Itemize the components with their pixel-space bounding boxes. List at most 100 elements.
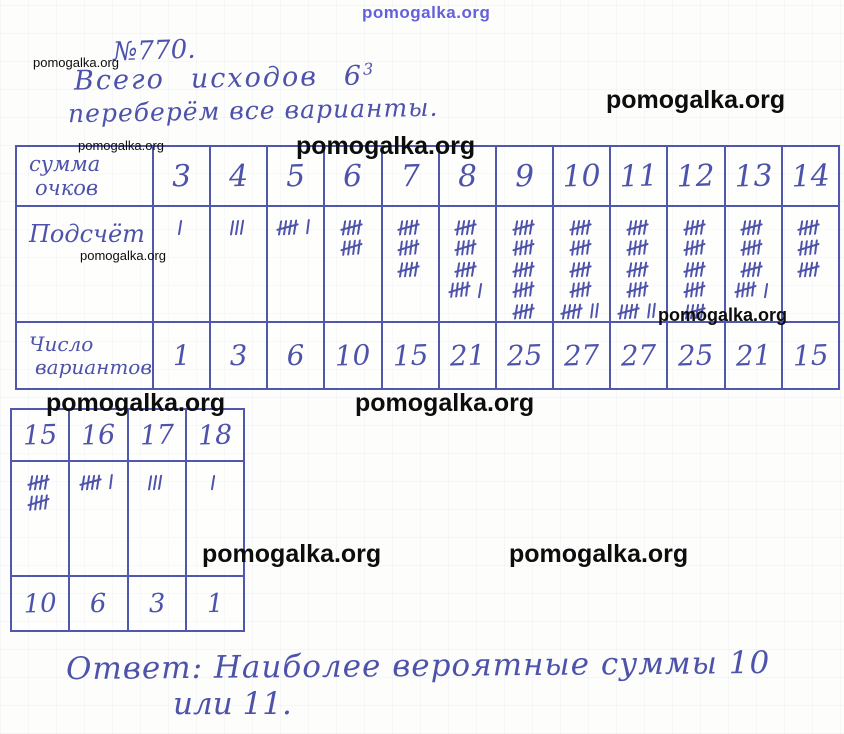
count-cell: 6 — [266, 321, 326, 390]
tally-group — [763, 282, 770, 299]
answer-line2: или 11. — [173, 686, 292, 722]
tally-group — [342, 239, 363, 256]
tally-group — [341, 219, 364, 236]
tally-marks — [155, 208, 208, 320]
count-cell: 27 — [551, 321, 612, 390]
count-cell: 10 — [10, 575, 71, 632]
tally-cell — [437, 205, 497, 323]
tally-cell — [209, 205, 269, 323]
tally-group — [306, 218, 313, 235]
label-counts-line2: вариантов — [35, 354, 152, 379]
watermark-small-2: pomogalka.org — [78, 138, 164, 153]
tally-group — [230, 219, 247, 236]
tally-group — [618, 303, 641, 320]
tally-cell — [9, 460, 71, 577]
tally-group — [108, 473, 115, 490]
watermark-large-4: pomogalka.org — [355, 389, 535, 417]
tally-group — [456, 219, 478, 236]
tally-group — [211, 474, 218, 491]
answer-line1: Ответ: Наиболее вероятные суммы 10 — [65, 644, 771, 688]
count-cell: 25 — [666, 321, 726, 390]
count-cell: 6 — [68, 575, 129, 632]
tally-group — [449, 281, 471, 298]
watermark-large-6: pomogalka.org — [509, 540, 689, 568]
count-cell: 21 — [437, 321, 498, 390]
label-sums-line1: сумма — [29, 151, 101, 176]
count-cell: 3 — [126, 575, 187, 632]
tally-cell — [266, 205, 326, 323]
tally-group — [456, 261, 478, 278]
heading-exponent: 3 — [362, 59, 376, 79]
row-label-tally: Подсчёт — [15, 205, 154, 323]
tally-group — [799, 239, 821, 256]
tally-group — [513, 261, 535, 278]
tally-group — [684, 219, 707, 236]
sums-table-continuation: 15 16 17 18 10 6 3 1 — [9, 407, 246, 632]
sum-cell: 3 — [151, 145, 212, 207]
tally-marks — [498, 208, 551, 320]
tally-cell — [552, 205, 612, 323]
tally-group — [570, 261, 592, 278]
tally-group — [589, 302, 601, 319]
tally-marks — [130, 463, 184, 574]
watermark-large-5: pomogalka.org — [202, 540, 382, 568]
count-cell: 15 — [380, 321, 440, 390]
heading-total-outcomes: Всего исходов 63 — [74, 59, 376, 96]
tally-marks — [384, 208, 437, 320]
sum-cell: 9 — [494, 145, 555, 207]
tally-marks — [269, 208, 322, 320]
tally-group — [29, 494, 51, 511]
count-cell: 10 — [323, 321, 383, 390]
watermark-large-1: pomogalka.org — [606, 86, 786, 114]
tally-group — [80, 474, 103, 491]
tally-group — [735, 281, 757, 298]
label-sums-line2: очков — [35, 176, 99, 200]
watermark-medium-1: pomogalka.org — [658, 305, 788, 325]
heading-word-outcomes: исходов — [190, 61, 319, 95]
tally-group — [513, 219, 535, 236]
row-label-counts: Число вариантов — [15, 321, 154, 390]
tally-group — [28, 474, 51, 491]
tally-group — [742, 219, 764, 236]
tally-group — [646, 302, 658, 319]
tally-cell — [68, 460, 129, 577]
sum-cell: 11 — [609, 145, 669, 207]
tally-cell — [151, 205, 212, 323]
tally-group — [399, 261, 421, 278]
tally-marks — [13, 463, 67, 574]
sum-cell: 10 — [552, 145, 612, 207]
row-label-sums: сумма очков — [15, 145, 154, 207]
tally-group — [278, 219, 300, 236]
tally-marks — [212, 208, 265, 320]
tally-group — [177, 219, 185, 236]
tally-group — [627, 261, 650, 278]
tally-group — [570, 219, 592, 236]
count-cell: 1 — [151, 321, 212, 390]
tally-group — [570, 281, 592, 298]
sum-cell: 12 — [666, 145, 726, 207]
tally-group — [685, 239, 706, 256]
tally-group — [399, 219, 421, 236]
tally-group — [147, 474, 165, 491]
count-cell: 25 — [494, 321, 555, 390]
tally-marks — [669, 208, 722, 320]
tally-marks — [326, 208, 379, 320]
table-row-counts: 10 6 3 1 — [10, 575, 245, 632]
tally-group — [513, 303, 535, 320]
tally-cell — [380, 205, 440, 323]
table-row-counts: Число вариантов 1 3 6 10 15 21 25 27 27 2… — [15, 321, 841, 390]
label-counts-line1: Число — [29, 331, 94, 356]
tally-marks — [71, 463, 125, 574]
tally-marks — [612, 208, 665, 320]
watermark-large-3: pomogalka.org — [46, 389, 226, 417]
sum-cell: 13 — [723, 145, 783, 207]
tally-marks — [784, 208, 837, 320]
tally-group — [570, 239, 592, 256]
tally-cell — [723, 205, 783, 323]
tally-marks — [555, 208, 608, 320]
tally-marks — [727, 208, 780, 320]
table-row-tally: Подсчёт — [15, 205, 841, 323]
tally-cell — [780, 205, 841, 323]
tally-group — [561, 303, 583, 320]
